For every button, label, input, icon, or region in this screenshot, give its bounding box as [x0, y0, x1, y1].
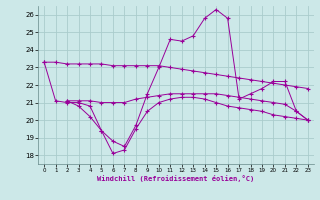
X-axis label: Windchill (Refroidissement éolien,°C): Windchill (Refroidissement éolien,°C) [97, 175, 255, 182]
